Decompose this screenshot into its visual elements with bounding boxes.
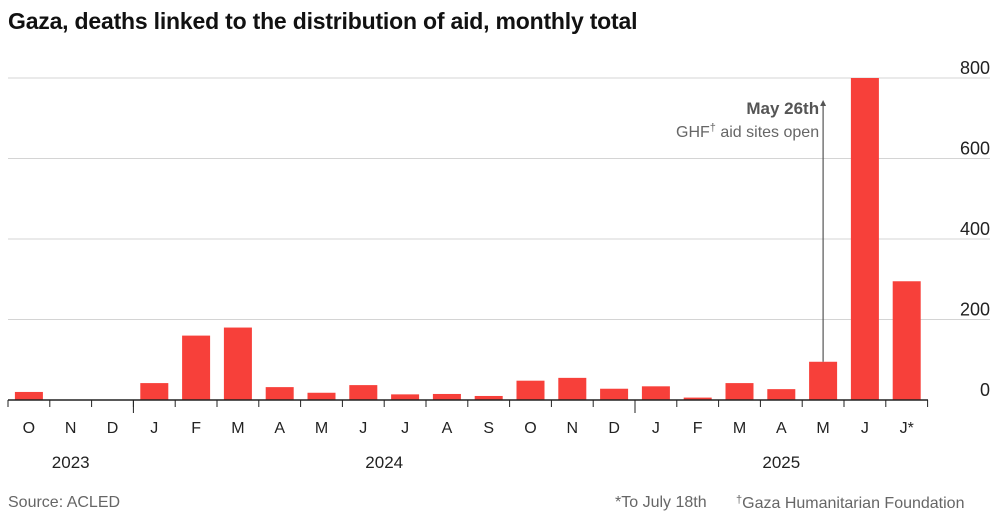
x-tick-label: A	[442, 420, 453, 437]
bar	[349, 385, 378, 400]
bar	[14, 391, 43, 400]
x-tick-label: M	[733, 420, 746, 437]
x-tick-label: J	[652, 420, 660, 437]
y-tick-label: 0	[980, 380, 990, 400]
annotation-text-ghf: GHF	[676, 124, 710, 141]
x-tick-label: N	[567, 420, 579, 437]
x-tick-label: M	[315, 420, 328, 437]
x-tick-label: M	[816, 420, 829, 437]
annotation-date: May 26th	[746, 99, 819, 118]
annotation-text: GHF† aid sites open	[676, 122, 819, 141]
footnote-dagger: †	[736, 494, 743, 506]
year-label: 2024	[365, 453, 403, 472]
bar	[850, 78, 879, 400]
bar	[182, 335, 211, 400]
bar	[474, 395, 503, 400]
chart-title: Gaza, deaths linked to the distribution …	[8, 8, 638, 34]
year-label: 2025	[762, 453, 800, 472]
footnote-ghf-text: Gaza Humanitarian Foundation	[742, 495, 965, 512]
annotation-text-rest: aid sites open	[716, 124, 819, 141]
footnote-july: *To July 18th	[615, 494, 707, 511]
bar	[307, 392, 336, 400]
x-tick-label: J	[150, 420, 158, 437]
bar	[892, 281, 921, 400]
annotation-dagger: †	[710, 122, 716, 134]
y-tick-label: 600	[960, 139, 990, 159]
annotation-arrowhead	[820, 100, 827, 106]
x-tick-label: J*	[900, 420, 914, 437]
bar	[725, 383, 754, 400]
bar	[265, 387, 294, 400]
x-tick-label: M	[231, 420, 244, 437]
x-tick-label: S	[483, 420, 494, 437]
bar	[600, 388, 629, 400]
x-tick-label: N	[65, 420, 77, 437]
bar	[516, 380, 545, 400]
bar	[432, 393, 461, 400]
x-tick-label: D	[107, 420, 119, 437]
bar	[558, 377, 587, 400]
bar	[767, 389, 796, 400]
bar	[223, 327, 252, 400]
x-tick-label: J	[401, 420, 409, 437]
footnote-ghf: †Gaza Humanitarian Foundation	[736, 494, 964, 513]
x-tick-label: D	[608, 420, 620, 437]
x-tick-label: F	[191, 420, 201, 437]
bar	[809, 361, 838, 400]
x-tick-label: J	[861, 420, 869, 437]
bar	[641, 386, 670, 400]
x-tick-label: F	[693, 420, 703, 437]
y-tick-label: 200	[960, 300, 990, 320]
x-tick-label: A	[776, 420, 787, 437]
y-tick-label: 400	[960, 219, 990, 239]
bar	[391, 394, 420, 400]
bar	[683, 397, 712, 400]
source-note: Source: ACLED	[8, 494, 121, 511]
y-tick-label: 800	[960, 58, 990, 78]
x-tick-label: A	[274, 420, 285, 437]
x-tick-label: J	[359, 420, 367, 437]
year-label: 2023	[52, 453, 90, 472]
x-tick-label: O	[524, 420, 536, 437]
x-tick-label: O	[23, 420, 35, 437]
bar	[140, 383, 169, 400]
